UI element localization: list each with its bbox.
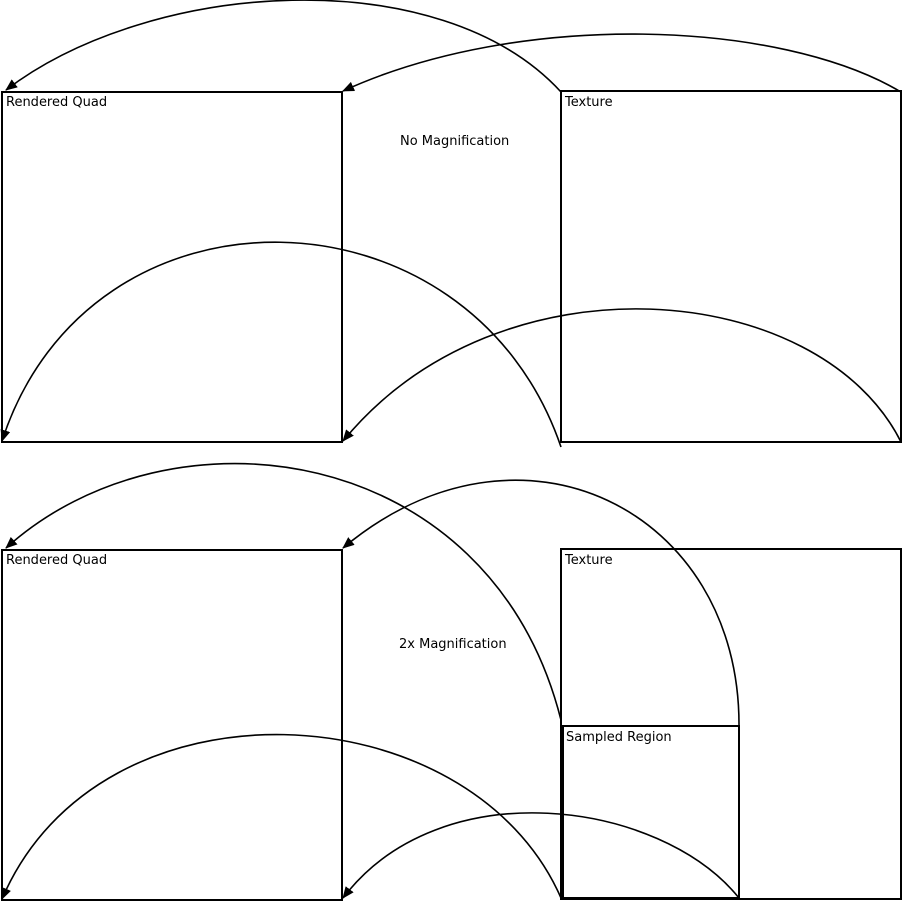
top-rendered-quad-label: Rendered Quad [6,95,107,110]
bottom-arc-bottom-right [342,812,740,899]
bottom-arc-bottom-left [1,733,562,900]
top-caption: No Magnification [400,134,509,149]
top-arc-top-left [5,0,562,93]
top-texture-box [560,90,902,443]
top-rendered-quad-box [1,91,343,443]
sampled-region-box [562,725,740,899]
bottom-arc-top-right [342,479,740,727]
bottom-texture-box [560,548,902,900]
top-panel: Rendered Quad Texture No Magnification [0,0,902,448]
bottom-texture-label: Texture [564,553,613,568]
bottom-rendered-quad-label: Rendered Quad [6,553,107,568]
bottom-caption: 2x Magnification [399,637,507,652]
top-arc-bottom-right [342,308,902,443]
sampled-region-label: Sampled Region [566,730,672,745]
top-texture-label: Texture [564,95,613,110]
bottom-panel: Rendered Quad Texture Sampled Region 2x … [1,462,902,901]
top-arc-bottom-left [0,241,562,448]
bottom-rendered-quad-box [1,549,343,901]
bottom-arc-top-left [5,462,562,721]
top-arc-top-right [342,33,902,93]
